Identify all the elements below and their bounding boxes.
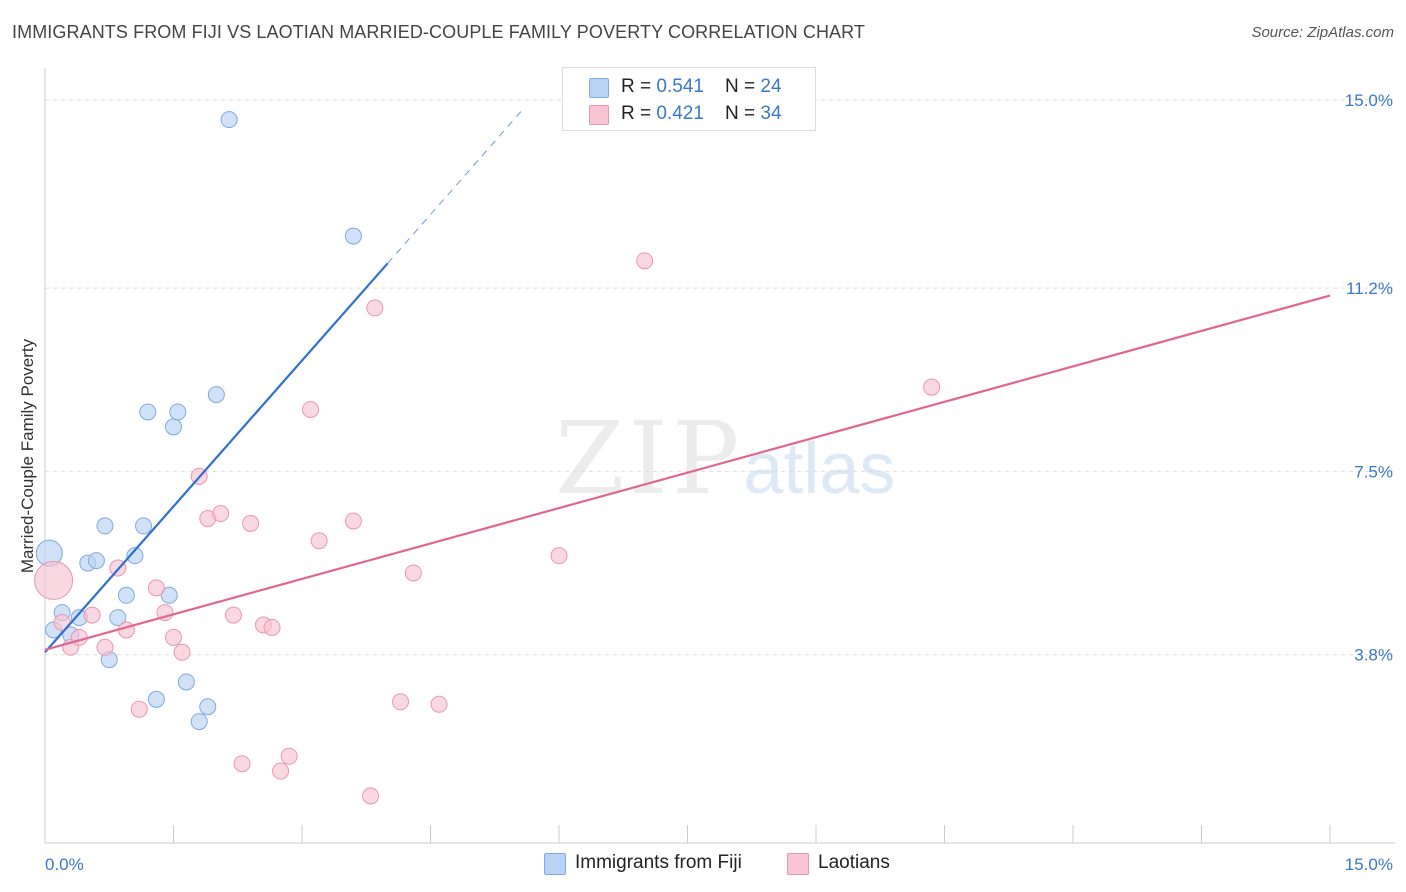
data-point-fiji [109, 609, 127, 627]
y-tick-label: 7.5% [1354, 462, 1393, 481]
data-point-fiji [190, 713, 208, 731]
data-point-laotians [53, 614, 71, 632]
y-tick-label: 15.0% [1345, 91, 1393, 110]
data-point-laotians [263, 618, 281, 636]
legend-r-label: R = [621, 76, 657, 97]
data-point-fiji [139, 403, 157, 421]
legend-swatch-laotians [589, 105, 609, 125]
data-point-fiji [147, 690, 165, 708]
bottom-legend-swatch-fiji [544, 853, 566, 875]
data-point-fiji [199, 698, 217, 716]
data-point-laotians [165, 628, 182, 646]
data-point-fiji [220, 111, 238, 129]
data-point-fiji [207, 386, 225, 404]
legend-n-label: N = [725, 76, 761, 97]
bottom-legend-swatch-laotians [787, 853, 809, 875]
source-credit: Source: ZipAtlas.com [1251, 24, 1394, 41]
data-point-fiji [135, 517, 153, 535]
data-point-laotians [362, 787, 380, 805]
data-point-fiji [96, 517, 114, 535]
data-point-fiji [169, 403, 187, 421]
trend-line-fiji [44, 262, 389, 653]
data-point-laotians [392, 693, 410, 711]
data-point-laotians [430, 695, 448, 713]
data-point-fiji [177, 673, 195, 691]
data-point-laotians [923, 378, 941, 396]
data-point-laotians [242, 514, 260, 532]
data-point-laotians [130, 700, 148, 718]
data-point-laotians [310, 532, 328, 550]
data-point-laotians [280, 747, 298, 765]
watermark: ZIPatlas [555, 400, 895, 517]
y-tick-label: 3.8% [1354, 646, 1393, 665]
data-point-fiji [165, 418, 182, 436]
data-point-laotians [34, 560, 74, 600]
data-point-fiji [160, 586, 178, 604]
data-point-fiji [344, 227, 362, 245]
legend-n-value: 34 [760, 103, 782, 124]
data-point-fiji [87, 552, 105, 570]
data-point-laotians [550, 547, 568, 565]
data-point-laotians [224, 606, 242, 624]
data-point-laotians [344, 512, 362, 530]
legend-r-value: 0.541 [656, 76, 704, 97]
data-point-laotians [272, 762, 290, 780]
data-point-laotians [233, 755, 251, 773]
y-tick-label: 11.2% [1346, 279, 1393, 298]
bottom-legend-label-laotians: Laotians [818, 852, 890, 873]
legend-n-value: 24 [760, 76, 782, 97]
x-tick-label: 15.0% [1345, 855, 1393, 874]
trend-line-laotians [44, 294, 1331, 651]
data-point-laotians [636, 252, 654, 270]
data-point-fiji [117, 586, 135, 604]
trend-extension-fiji [387, 106, 526, 264]
correlation-legend: R = 0.541 N = 24 R = 0.421 N = 34 [562, 67, 816, 131]
data-point-laotians [212, 505, 230, 523]
watermark-atlas: atlas [743, 429, 896, 509]
legend-n-label: N = [725, 103, 761, 124]
bottom-legend-label-fiji: Immigrants from Fiji [575, 852, 742, 873]
data-point-laotians [83, 606, 101, 624]
legend-swatch-fiji [589, 78, 609, 98]
data-point-laotians [96, 638, 114, 656]
data-point-laotians [404, 564, 422, 582]
x-tick-label: 0.0% [45, 855, 84, 874]
data-point-laotians [147, 579, 165, 597]
data-point-fiji [126, 547, 144, 565]
data-point-laotians [302, 400, 320, 418]
data-point-laotians [173, 643, 191, 661]
watermark-zip: ZIP [555, 400, 744, 517]
legend-r-value: 0.421 [656, 103, 704, 124]
chart-title: IMMIGRANTS FROM FIJI VS LAOTIAN MARRIED-… [12, 22, 866, 42]
data-point-laotians [366, 299, 384, 317]
legend-r-label: R = [621, 103, 657, 124]
